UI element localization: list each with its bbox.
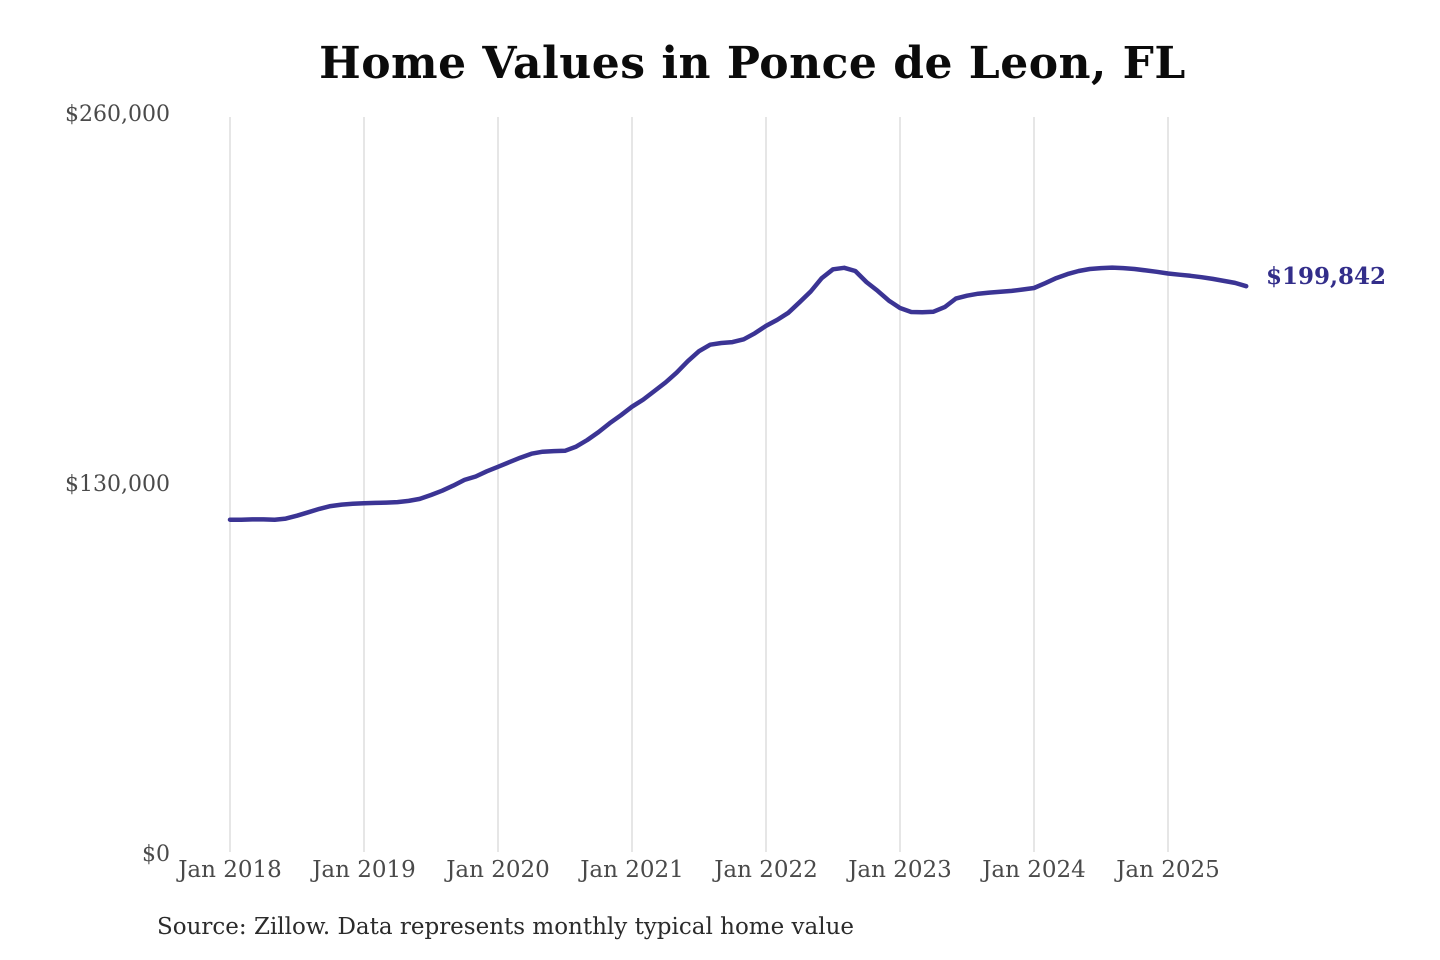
x-tick-label-jan-2023: Jan 2023 bbox=[848, 857, 952, 883]
home-value-line bbox=[227, 265, 1249, 522]
x-tick-label-jan-2024: Jan 2024 bbox=[982, 857, 1086, 883]
x-tick-label-jan-2020: Jan 2020 bbox=[446, 857, 550, 883]
x-tick-label-jan-2021: Jan 2021 bbox=[580, 857, 684, 883]
x-tick-label-jan-2019: Jan 2019 bbox=[312, 857, 416, 883]
y-tick-label-0: $0 bbox=[142, 842, 170, 867]
y-tick-label-130000: $130,000 bbox=[65, 472, 170, 497]
source-note: Source: Zillow. Data represents monthly … bbox=[157, 914, 855, 940]
chart-title: Home Values in Ponce de Leon, FL bbox=[319, 38, 1186, 89]
x-tick-label-jan-2025: Jan 2025 bbox=[1116, 857, 1220, 883]
x-tick-label-jan-2022: Jan 2022 bbox=[714, 857, 818, 883]
x-tick-label-jan-2018: Jan 2018 bbox=[178, 857, 282, 883]
current-value-label: $199,842 bbox=[1266, 263, 1387, 290]
y-tick-label-260000: $260,000 bbox=[65, 102, 170, 127]
